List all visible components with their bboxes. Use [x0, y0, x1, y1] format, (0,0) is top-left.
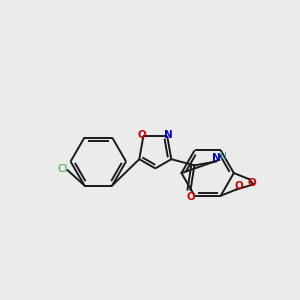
- Text: O: O: [248, 178, 257, 188]
- Text: Cl: Cl: [58, 164, 68, 174]
- Text: O: O: [235, 181, 244, 191]
- Text: N: N: [212, 153, 221, 163]
- Text: N: N: [164, 130, 173, 140]
- Text: O: O: [186, 192, 195, 202]
- Text: H: H: [219, 152, 226, 160]
- Text: O: O: [137, 130, 146, 140]
